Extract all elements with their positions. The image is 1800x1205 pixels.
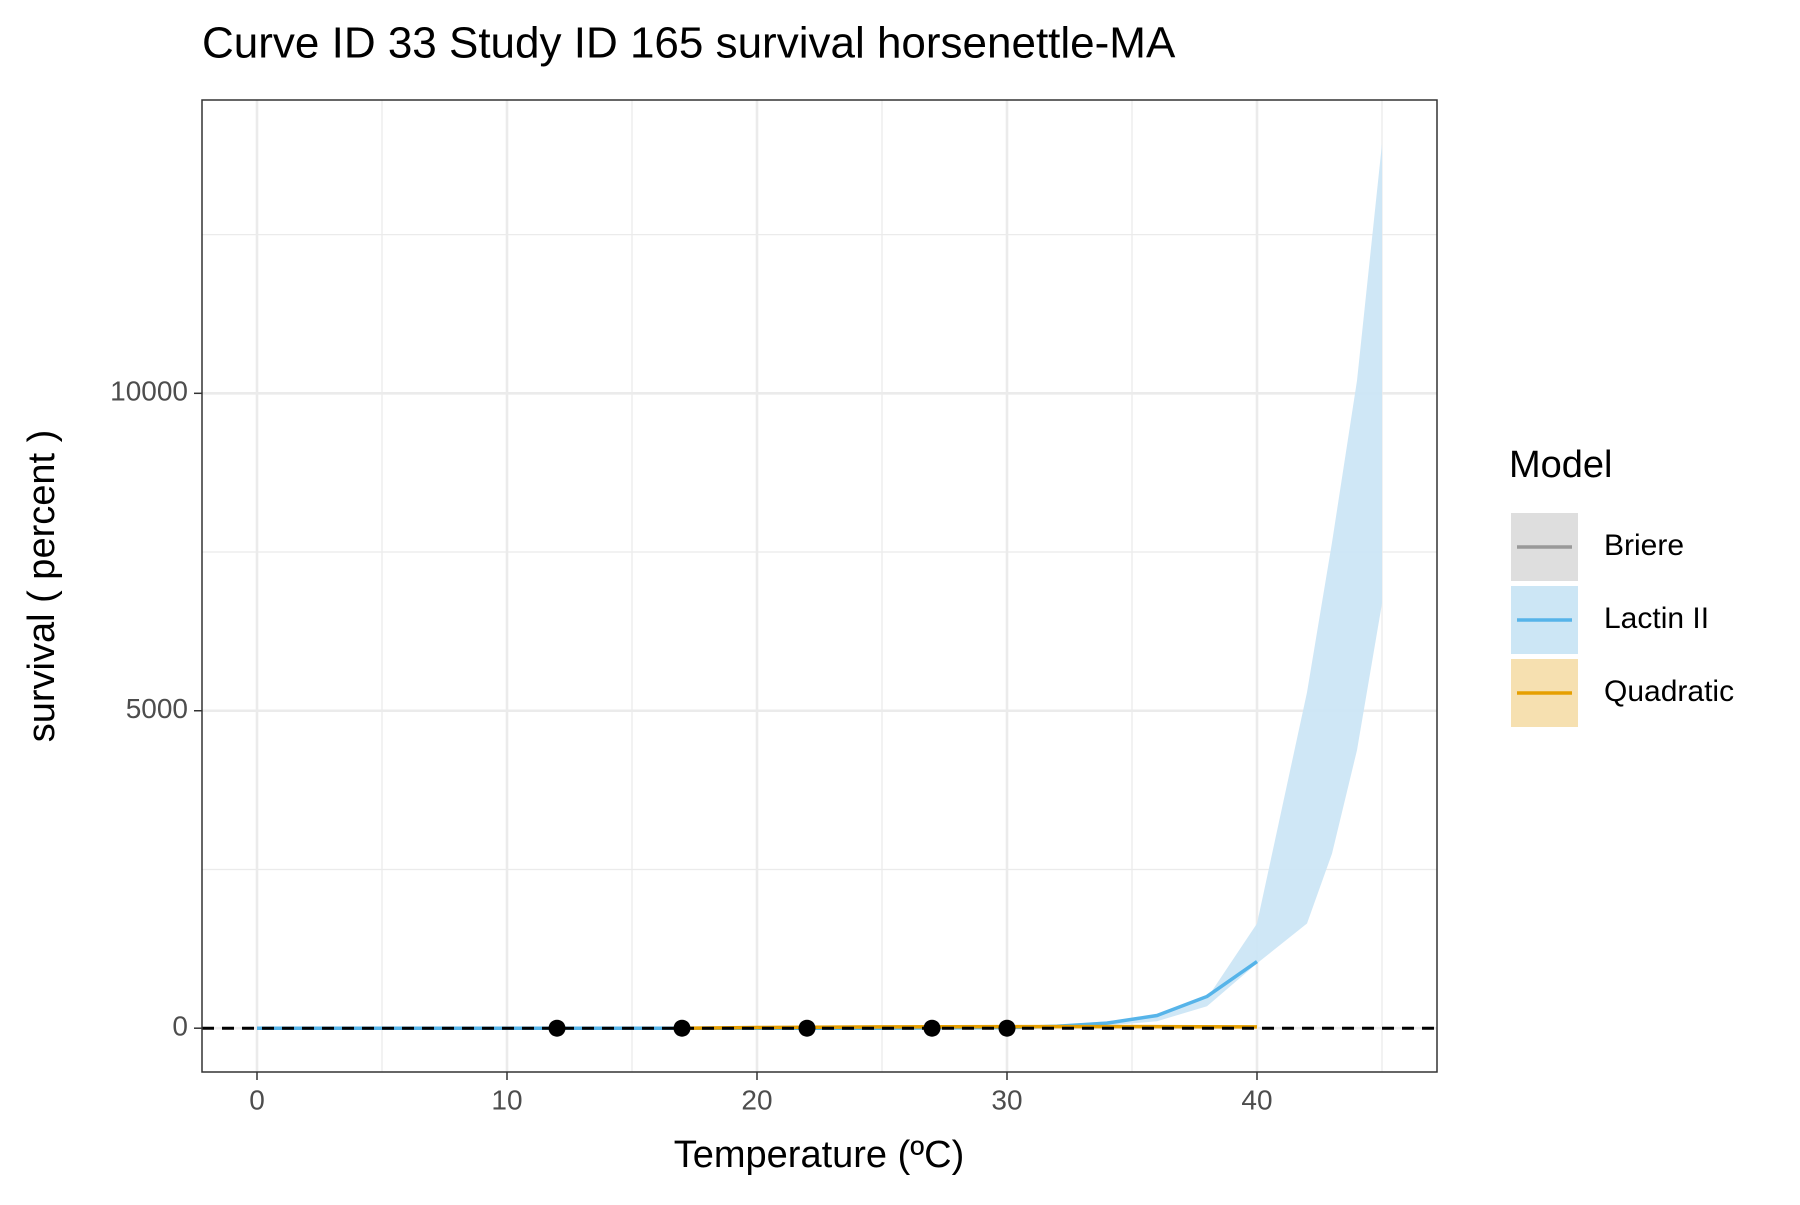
legend-item: Briere	[1511, 513, 1684, 581]
legend-title: Model	[1509, 444, 1613, 486]
data-point	[548, 1019, 566, 1037]
panel-border	[201, 99, 1438, 1073]
ribbon	[1007, 143, 1382, 1029]
y-tick-label: 5000	[126, 693, 188, 724]
x-tick-label: 30	[991, 1084, 1022, 1115]
x-tick-label: 0	[249, 1084, 265, 1115]
y-tick-label: 10000	[110, 376, 188, 407]
legend-label: Quadratic	[1604, 675, 1734, 708]
legend-label: Lactin II	[1604, 602, 1709, 635]
chart-title: Curve ID 33 Study ID 165 survival horsen…	[202, 19, 1176, 68]
y-tick-label: 0	[172, 1011, 188, 1042]
legend-item: Quadratic	[1511, 659, 1734, 727]
data-point	[798, 1019, 816, 1037]
x-tick-label: 40	[1241, 1084, 1272, 1115]
x-tick-label: 20	[741, 1084, 772, 1115]
legend-item: Lactin II	[1511, 586, 1709, 654]
x-axis-label: Temperature (ºC)	[674, 1134, 965, 1176]
x-tick-label: 10	[491, 1084, 522, 1115]
data-point	[998, 1019, 1016, 1037]
legend-label: Briere	[1604, 529, 1684, 562]
data-point	[673, 1019, 691, 1037]
data-point	[923, 1019, 941, 1037]
plot-area	[202, 100, 1437, 1072]
y-axis-label: survival ( percent )	[21, 430, 63, 743]
